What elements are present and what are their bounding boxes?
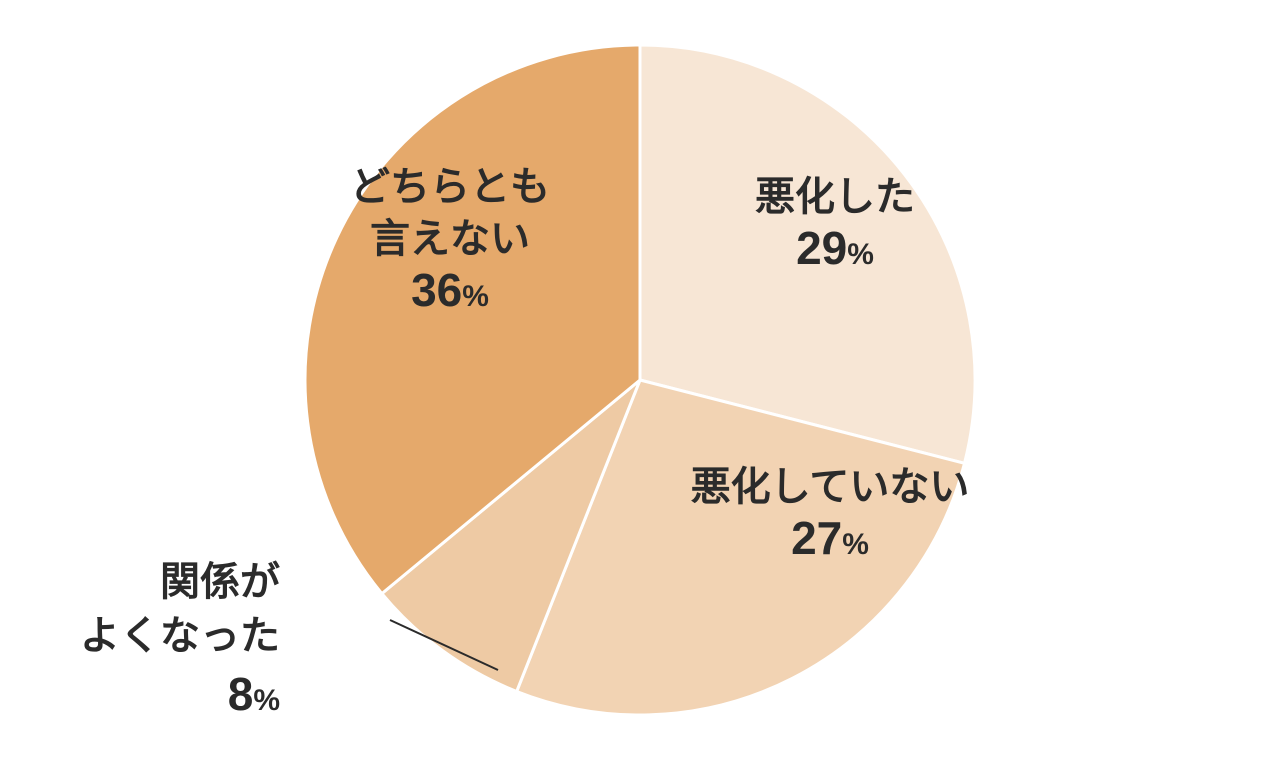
slice-pct-improved-unit: % bbox=[253, 684, 280, 717]
slice-label-improved-line1: 関係が bbox=[80, 555, 280, 609]
slice-label-improved-line2: よくなった bbox=[80, 609, 280, 663]
slice-label-improved: 関係が よくなった 8% bbox=[80, 555, 280, 725]
slice-label-improved-pct: 8% bbox=[80, 663, 280, 725]
pie-chart-container: 悪化した29%悪化していない27%どちらとも言えない36% 関係が よくなった … bbox=[0, 0, 1280, 760]
slice-pct-improved-num: 8 bbox=[228, 668, 254, 720]
